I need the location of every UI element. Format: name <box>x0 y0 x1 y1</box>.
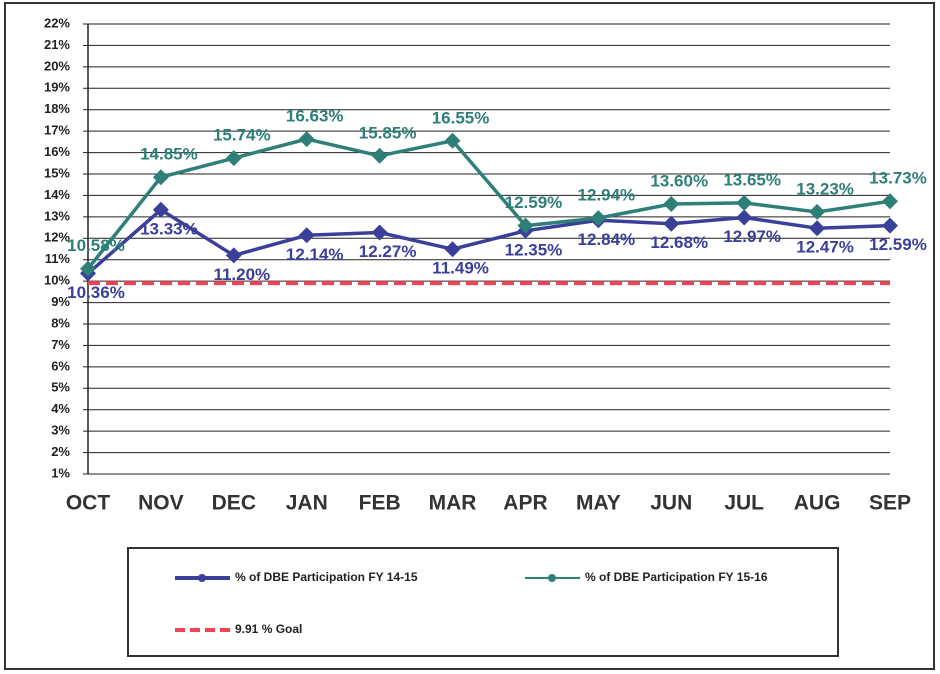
y-tick-label: 11% <box>45 251 71 266</box>
y-tick-label: 14% <box>44 187 70 202</box>
legend-box <box>127 547 839 657</box>
value-label: 16.63% <box>286 107 344 126</box>
data-point <box>225 150 242 167</box>
value-label: 12.68% <box>650 233 708 252</box>
x-tick-label: FEB <box>359 492 401 515</box>
y-tick-label: 20% <box>44 58 70 73</box>
series-line <box>86 137 891 270</box>
x-tick-label: AUG <box>794 492 841 515</box>
x-tick-label: DEC <box>212 492 256 515</box>
value-label: 12.14% <box>286 245 344 264</box>
data-point <box>444 132 461 149</box>
data-point <box>298 227 315 244</box>
x-tick-label: JUL <box>724 492 764 515</box>
data-point <box>882 193 898 210</box>
y-tick-label: 1% <box>51 465 70 480</box>
value-label: 12.59% <box>505 193 563 212</box>
y-tick-label: 5% <box>51 380 70 395</box>
legend-label: % of DBE Participation FY 14-15 <box>235 570 418 584</box>
value-label: 15.74% <box>213 126 271 145</box>
legend-marker <box>198 574 206 582</box>
x-tick-label: MAY <box>576 492 621 515</box>
y-tick-label: 13% <box>44 208 70 223</box>
value-label: 12.35% <box>505 240 563 259</box>
data-point <box>882 217 898 234</box>
value-label: 12.27% <box>359 242 417 261</box>
x-tick-label: SEP <box>869 492 911 515</box>
y-tick-label: 22% <box>44 15 70 30</box>
value-label: 12.94% <box>578 186 636 205</box>
legend-marker <box>548 574 556 582</box>
y-tick-label: 2% <box>51 444 70 459</box>
legend-label: % of DBE Participation FY 15-16 <box>585 570 768 584</box>
value-label: 13.60% <box>650 171 708 190</box>
y-tick-label: 16% <box>44 144 70 159</box>
data-point <box>152 169 169 186</box>
data-point <box>80 260 96 277</box>
value-label: 13.73% <box>869 169 927 188</box>
value-label: 12.84% <box>578 230 636 249</box>
x-tick-label: APR <box>503 492 547 515</box>
value-label: 13.23% <box>796 179 854 198</box>
value-label: 11.20% <box>213 265 270 284</box>
data-point <box>809 203 826 220</box>
data-point <box>663 196 680 212</box>
value-label: 12.59% <box>869 235 927 254</box>
data-point <box>152 201 169 218</box>
x-tick-label: JUN <box>650 492 692 515</box>
data-point <box>736 209 753 226</box>
y-tick-label: 4% <box>51 401 70 416</box>
value-label: 12.97% <box>723 227 781 246</box>
legend-label: 9.91 % Goal <box>235 622 302 636</box>
value-label: 16.55% <box>432 108 490 127</box>
y-tick-label: 8% <box>51 315 70 330</box>
data-point <box>517 217 534 234</box>
x-tick-label: OCT <box>66 492 111 515</box>
x-tick-label: JAN <box>286 492 328 515</box>
data-point <box>663 215 680 232</box>
value-label: 15.85% <box>359 123 417 142</box>
y-tick-label: 7% <box>51 337 70 352</box>
value-label: 13.65% <box>723 170 781 189</box>
data-point <box>225 247 242 264</box>
series-line <box>86 207 891 275</box>
value-label: 10.58% <box>67 236 125 255</box>
y-tick-label: 9% <box>51 294 70 309</box>
data-point <box>371 147 388 164</box>
x-tick-label: NOV <box>138 492 184 515</box>
y-tick-label: 6% <box>51 358 70 373</box>
value-label: 11.49% <box>432 259 489 278</box>
y-tick-label: 18% <box>44 101 70 116</box>
x-tick-label: MAR <box>429 492 477 515</box>
y-tick-label: 3% <box>51 423 70 438</box>
y-tick-label: 19% <box>44 80 70 95</box>
data-point <box>590 210 607 227</box>
value-label: 10.36% <box>67 283 125 302</box>
chart-border <box>4 2 935 670</box>
value-label: 12.47% <box>796 238 854 257</box>
data-point <box>371 224 388 241</box>
y-tick-label: 15% <box>44 165 70 180</box>
data-point <box>736 194 753 211</box>
data-point <box>809 220 826 237</box>
value-label: 14.85% <box>140 145 198 164</box>
y-tick-label: 17% <box>44 123 70 138</box>
y-tick-label: 21% <box>44 37 70 52</box>
y-tick-label: 10% <box>44 273 70 288</box>
data-point <box>298 131 315 148</box>
data-point <box>444 241 461 258</box>
value-label: 13.33% <box>140 219 198 238</box>
y-tick-label: 12% <box>44 230 70 245</box>
